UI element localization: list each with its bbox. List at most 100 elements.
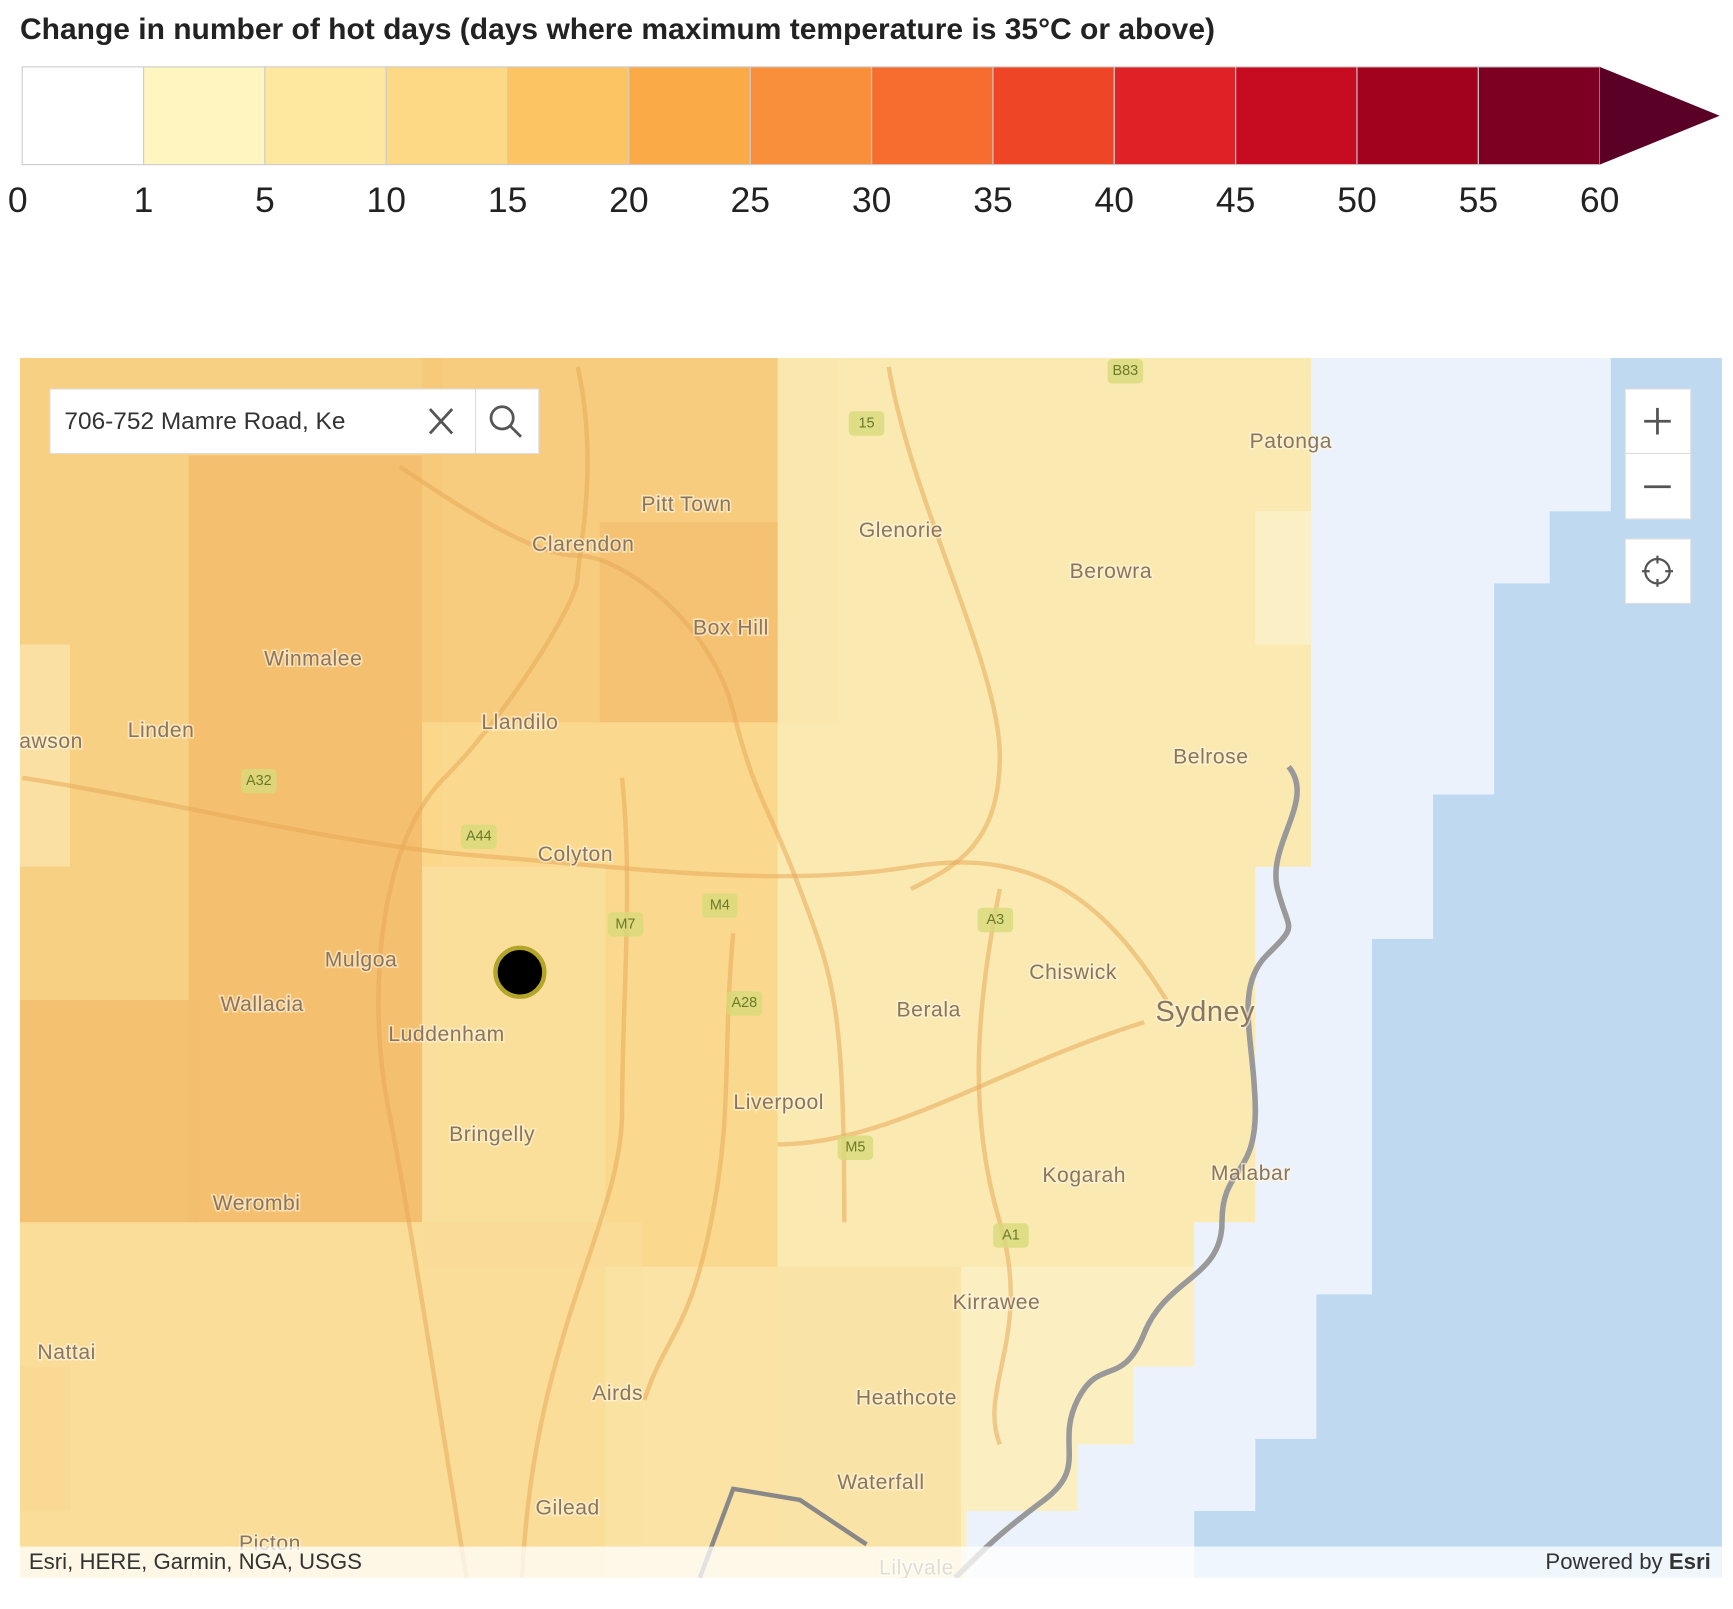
legend-tick-label: 1 — [134, 180, 154, 220]
place-label: Berala — [897, 999, 961, 1022]
road-shield — [461, 824, 497, 849]
legend-swatch — [628, 66, 751, 166]
attribution-bar — [19, 1546, 1722, 1578]
place-label: Nattai — [37, 1341, 95, 1364]
attribution: Esri, HERE, Garmin, NGA, USGS — [29, 1549, 362, 1574]
place-label: Kogarah — [1042, 1164, 1126, 1187]
legend-swatch — [264, 66, 387, 166]
legend-tick-label: 10 — [366, 180, 406, 220]
place-label: Llandilo — [481, 711, 558, 734]
place-label: Glenorie — [859, 519, 943, 542]
legend-swatch — [871, 66, 994, 166]
raster-cell — [188, 455, 423, 1223]
legend-swatch — [1113, 66, 1237, 166]
road-label: M4 — [710, 897, 730, 913]
legend-swatch — [21, 66, 145, 166]
place-label: Liverpool — [733, 1091, 824, 1114]
place-label: Patonga — [1250, 430, 1332, 453]
search-input[interactable]: 706-752 Mamre Road, Ke — [64, 408, 345, 435]
place-label: Colyton — [538, 843, 613, 866]
place-label: Clarendon — [532, 533, 634, 556]
zoom-controls — [1624, 388, 1692, 604]
legend-tick-label: 30 — [852, 180, 892, 220]
legend-swatch — [992, 66, 1115, 166]
place-label: Belrose — [1173, 745, 1248, 768]
locate-button[interactable] — [1624, 538, 1692, 604]
legend-tick-label: 25 — [731, 180, 771, 220]
raster-cell — [599, 522, 778, 723]
clear-button[interactable] — [428, 408, 454, 435]
legend-tick-label: 45 — [1216, 180, 1256, 220]
legend-swatch — [1235, 66, 1358, 166]
road-label: A28 — [731, 995, 757, 1011]
road-shield — [726, 991, 763, 1016]
powered-text: Powered by — [1545, 1549, 1663, 1574]
road-shield — [977, 907, 1014, 933]
road-label: M7 — [615, 916, 635, 932]
road-shield — [993, 1223, 1029, 1248]
legend-tick-label: 40 — [1095, 180, 1135, 220]
raster-cell — [19, 1000, 198, 1223]
road-shield — [241, 768, 277, 794]
raster-cell — [19, 644, 70, 867]
search-button[interactable] — [489, 405, 522, 438]
legend-swatch — [385, 66, 509, 166]
legend-tick-label: 15 — [488, 180, 528, 220]
place-label: awson — [19, 730, 83, 753]
legend-swatch — [1356, 66, 1479, 166]
road-label: A32 — [246, 773, 272, 789]
legend: 0 1 5 10 15 20 25 30 35 40 45 50 55 60 — [8, 66, 1720, 220]
raster-cell — [422, 866, 606, 1267]
powered-by: Powered by Esri — [1545, 1549, 1710, 1574]
ocean-deep — [1194, 357, 1722, 1578]
place-label: Heathcote — [856, 1386, 957, 1409]
road-shields: A32 A44 M7 M4 A3 A28 M5 A1 15 B83 — [241, 359, 1144, 1248]
place-label: Berowra — [1070, 560, 1152, 583]
place-label: Pitt Town — [641, 493, 731, 516]
roads — [21, 366, 1169, 1578]
road-label: 15 — [858, 415, 874, 431]
place-label: Airds — [592, 1382, 643, 1405]
legend-tick-label: 60 — [1580, 180, 1620, 220]
place-label: Kirrawee — [953, 1291, 1041, 1314]
road-shield — [607, 912, 644, 937]
road-shield — [848, 411, 885, 436]
place-label: Mulgoa — [325, 949, 398, 972]
search-box[interactable] — [49, 388, 540, 455]
place-label: Wallacia — [220, 993, 303, 1016]
road-label: A1 — [1002, 1227, 1020, 1243]
place-labels: Pitt Town Clarendon Glenorie Patonga Berowra… — [19, 428, 1333, 1577]
road-label: M5 — [845, 1140, 865, 1156]
place-label: Bringelly — [449, 1123, 535, 1146]
place-label: Gilead — [536, 1496, 600, 1519]
legend-swatch — [749, 66, 873, 166]
zoom-in[interactable] — [1644, 407, 1671, 435]
map[interactable]: A32 A44 M7 M4 A3 A28 M5 A1 15 B83 Pitt Town Claren… — [19, 357, 1722, 1579]
locate-icon — [1641, 555, 1674, 587]
road-shield — [1107, 359, 1144, 384]
place-label: Winmalee — [264, 648, 362, 671]
road-shield — [702, 893, 738, 918]
place-label: Box Hill — [693, 617, 769, 640]
legend-arrow — [1599, 66, 1720, 165]
legend-tick-label: 0 — [8, 180, 28, 220]
raster-cell — [605, 1266, 961, 1578]
place-label: Sydney — [1155, 996, 1255, 1028]
road-label: A3 — [987, 912, 1005, 928]
place-label: Luddenham — [388, 1023, 504, 1046]
legend-tick-label: 35 — [973, 180, 1013, 220]
place-label: Malabar — [1211, 1162, 1291, 1185]
road-label: A44 — [466, 829, 492, 845]
esri-link[interactable]: Esri — [1669, 1549, 1711, 1574]
legend-tick-label: 5 — [255, 180, 275, 220]
boundary — [697, 1486, 868, 1578]
road-label: B83 — [1112, 363, 1138, 379]
coastline — [953, 764, 1300, 1578]
place-label: Werombi — [213, 1192, 301, 1215]
legend-swatch — [1477, 66, 1601, 166]
legend-swatch — [507, 66, 630, 166]
location-marker[interactable] — [493, 945, 547, 999]
raster-cell — [19, 1222, 643, 1578]
